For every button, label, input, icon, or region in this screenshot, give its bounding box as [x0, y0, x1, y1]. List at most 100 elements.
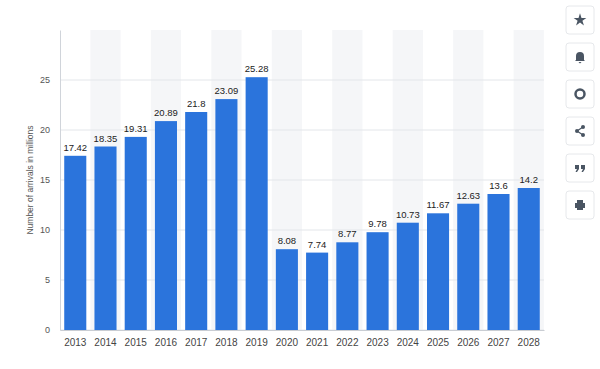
grid-line [60, 80, 544, 81]
icon-share-line [577, 127, 583, 135]
data-label: 19.31 [124, 123, 148, 134]
y-axis-title: Number of arrivals in millions [25, 125, 35, 234]
button-box[interactable] [566, 191, 594, 219]
x-tick-label: 2020 [276, 337, 299, 348]
toolbar [566, 6, 594, 219]
x-tick-label: 2027 [487, 337, 510, 348]
button-box[interactable] [566, 117, 594, 145]
x-tick: 2022 [336, 330, 359, 348]
y-tick: 0 [45, 325, 60, 335]
chart: 0510152025201320142015201620172018201920… [0, 0, 600, 369]
x-tick-label: 2024 [397, 337, 420, 348]
bar [246, 77, 268, 330]
y-tick: 20 [40, 125, 60, 135]
data-label: 10.73 [396, 209, 420, 220]
icon-print [575, 200, 585, 210]
data-label: 14.2 [519, 174, 538, 185]
y-tick: 25 [40, 75, 60, 85]
column-shade [151, 30, 181, 330]
x-tick-label: 2018 [215, 337, 238, 348]
data-label: 8.08 [278, 235, 297, 246]
button-icon [576, 90, 585, 99]
x-tick: 2025 [427, 330, 450, 348]
bar [64, 156, 86, 330]
data-label: 25.28 [245, 63, 269, 74]
x-tick-label: 2019 [246, 337, 269, 348]
y-tick: 15 [40, 175, 60, 185]
grid [60, 80, 544, 330]
column-shade [90, 30, 120, 330]
bar [397, 223, 419, 330]
x-tick: 2020 [276, 330, 299, 348]
icon-quote [575, 165, 585, 172]
x-tick-label: 2016 [155, 337, 178, 348]
x-tick: 2021 [306, 330, 329, 348]
x-tick-label: 2028 [518, 337, 541, 348]
x-tick-label: 2014 [94, 337, 117, 348]
data-label: 13.6 [489, 180, 508, 191]
button-box[interactable] [566, 80, 594, 108]
toolbar-button[interactable] [566, 80, 594, 108]
button-icon [575, 125, 585, 137]
button-box[interactable] [566, 6, 594, 34]
icon-bell [575, 52, 585, 64]
bar [155, 121, 177, 330]
x-tick: 2019 [246, 330, 269, 348]
bar [336, 242, 358, 330]
x-tick-label: 2022 [336, 337, 359, 348]
data-label: 8.77 [338, 228, 357, 239]
x-tick: 2015 [125, 330, 148, 348]
x-tick-label: 2021 [306, 337, 329, 348]
y-tick-label: 20 [40, 125, 50, 135]
icon-gear [576, 90, 585, 99]
y-tick: 10 [40, 225, 60, 235]
y-tick: 5 [45, 275, 60, 285]
x-tick: 2013 [64, 330, 87, 348]
bar [215, 99, 237, 330]
y-tick-label: 10 [40, 225, 50, 235]
button-icon [575, 165, 585, 172]
x-tick: 2028 [518, 330, 541, 348]
bar [367, 232, 389, 330]
toolbar-button[interactable] [566, 154, 594, 182]
x-tick-label: 2013 [64, 337, 87, 348]
data-label: 12.63 [456, 190, 480, 201]
x-tick: 2024 [397, 330, 420, 348]
bar [427, 213, 449, 330]
data-labels: 17.4218.3519.3120.8921.823.0925.288.087.… [63, 63, 538, 249]
toolbar-button[interactable] [566, 6, 594, 34]
x-tick: 2016 [155, 330, 178, 348]
y-tick-label: 25 [40, 75, 50, 85]
x-tick-label: 2026 [457, 337, 480, 348]
x-axis-line [61, 330, 545, 331]
bar [185, 112, 207, 330]
y-tick-label: 15 [40, 175, 50, 185]
bar [518, 188, 540, 330]
data-label: 20.89 [154, 107, 178, 118]
y-tick-label: 5 [45, 275, 50, 285]
y-tick-label: 0 [45, 325, 50, 335]
x-tick-label: 2017 [185, 337, 208, 348]
button-icon [575, 52, 585, 64]
button-box[interactable] [566, 43, 594, 71]
button-box[interactable] [566, 154, 594, 182]
toolbar-button[interactable] [566, 117, 594, 145]
y-axis: 0 5 10 15 20 25 [40, 31, 61, 336]
data-label: 11.67 [427, 199, 450, 210]
data-label: 18.35 [94, 133, 118, 144]
bar [457, 204, 479, 330]
bar [487, 194, 509, 330]
x-tick: 2017 [185, 330, 208, 348]
y-axis-line [60, 31, 61, 331]
x-axis: 2013 2014 2015 2016 2017 2018 2019 2020 2021 2022… [61, 330, 545, 348]
column-shade [211, 30, 241, 330]
bars [64, 77, 540, 330]
button-icon [575, 200, 585, 210]
toolbar-button[interactable] [566, 191, 594, 219]
bar [306, 253, 328, 330]
bar [94, 147, 116, 331]
data-label: 7.74 [308, 239, 327, 250]
toolbar-button[interactable] [566, 43, 594, 71]
x-tick-label: 2015 [125, 337, 148, 348]
data-label: 21.8 [187, 98, 206, 109]
